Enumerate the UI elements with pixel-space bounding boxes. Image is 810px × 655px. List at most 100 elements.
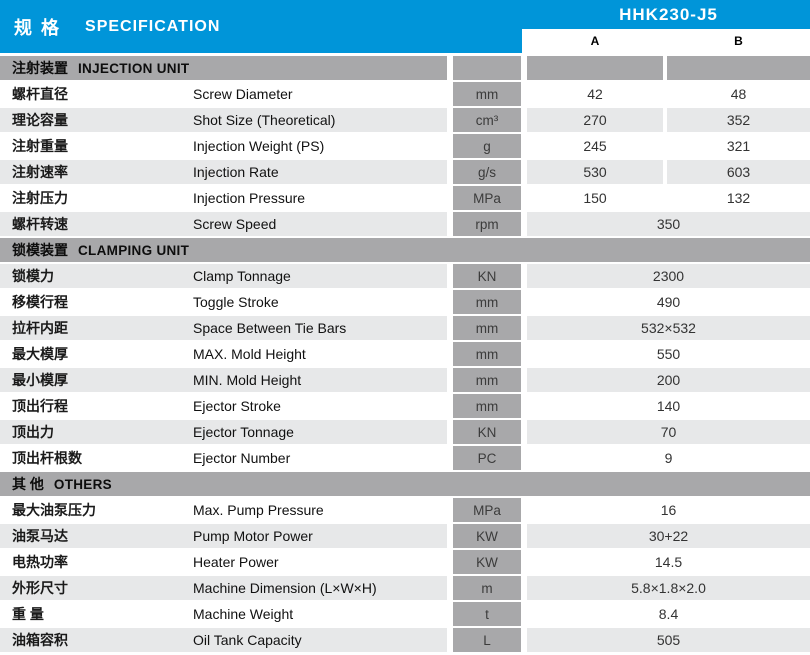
row-label-cell: 螺杆直径 Screw Diameter	[0, 82, 447, 106]
row-value-merged: 5.8×1.8×2.0	[527, 576, 810, 600]
row-label-cell: 螺杆转速 Screw Speed	[0, 212, 447, 236]
row-value-merged: 2300	[527, 264, 810, 288]
row-label-en: Max. Pump Pressure	[193, 502, 324, 518]
section-header: 其 他 OTHERS	[0, 472, 810, 496]
row-label-zh: 顶出行程	[12, 398, 68, 414]
row-value-merged: 70	[527, 420, 810, 444]
row-value-a: 150	[583, 190, 607, 206]
table-row: 电热功率 Heater Power KW 14.5	[0, 550, 810, 574]
row-label-zh: 锁模力	[12, 268, 54, 284]
section-header-b-cell	[667, 56, 810, 80]
row-label-cell: 电热功率 Heater Power	[0, 550, 447, 574]
table-row: 注射重量 Injection Weight (PS) g 245 321	[0, 134, 810, 158]
row-unit-cell: mm	[453, 290, 521, 314]
row-value-b: 48	[730, 86, 747, 102]
row-value-a: 530	[527, 160, 663, 184]
row-value-merged: 9	[664, 450, 673, 466]
row-unit-cell: KW	[453, 524, 521, 548]
row-label-cell: 油箱容积 Oil Tank Capacity	[0, 628, 447, 652]
row-label-zh: 油箱容积	[12, 632, 68, 648]
table-row: 理论容量 Shot Size (Theoretical) cm³ 270 352	[0, 108, 810, 132]
row-label-en: Heater Power	[193, 554, 279, 570]
row-label-cell: 油泵马达 Pump Motor Power	[0, 524, 447, 548]
row-unit-cell: mm	[453, 316, 521, 340]
section-header-bar: 其 他 OTHERS	[0, 472, 810, 496]
row-label-zh: 最大模厚	[12, 346, 68, 362]
column-header-a: A	[590, 34, 600, 48]
row-label-zh: 重 量	[12, 606, 44, 622]
row-unit-cell: mm	[453, 82, 521, 106]
row-label-cell: 移模行程 Toggle Stroke	[0, 290, 447, 314]
row-label-en: Ejector Stroke	[193, 398, 281, 414]
row-label-cell: 重 量 Machine Weight	[0, 602, 447, 626]
table-row: 移模行程 Toggle Stroke mm 490	[0, 290, 810, 314]
row-label-cell: 顶出杆根数 Ejector Number	[0, 446, 447, 470]
section-header-label: 注射装置 INJECTION UNIT	[0, 56, 447, 80]
row-label-cell: 最大模厚 MAX. Mold Height	[0, 342, 447, 366]
row-label-zh: 注射重量	[12, 138, 68, 154]
row-unit-cell: mm	[453, 342, 521, 366]
title-block: 规 格 SPECIFICATION	[0, 0, 522, 53]
table-row: 顶出力 Ejector Tonnage KN 70	[0, 420, 810, 444]
row-value-b: 321	[726, 138, 751, 154]
row-label-zh: 注射速率	[12, 164, 68, 180]
row-label-en: Ejector Tonnage	[193, 424, 294, 440]
row-label-en: Injection Weight (PS)	[193, 138, 325, 154]
row-unit-cell: cm³	[453, 108, 521, 132]
row-unit-cell: t	[453, 602, 521, 626]
row-label-en: Injection Rate	[193, 164, 279, 180]
row-label-zh: 注射压力	[12, 190, 68, 206]
row-unit-cell: PC	[453, 446, 521, 470]
row-label-zh: 拉杆内距	[12, 320, 68, 336]
section-title-en: OTHERS	[53, 476, 112, 492]
row-label-zh: 最大油泵压力	[12, 502, 96, 518]
row-label-en: Shot Size (Theoretical)	[193, 112, 336, 128]
row-value-merged: 200	[527, 368, 810, 392]
row-label-en: Injection Pressure	[193, 190, 306, 206]
row-label-zh: 螺杆转速	[12, 216, 68, 232]
row-label-zh: 移模行程	[12, 294, 68, 310]
row-label-cell: 外形尺寸 Machine Dimension (L×W×H)	[0, 576, 447, 600]
row-label-cell: 注射压力 Injection Pressure	[0, 186, 447, 210]
row-unit-cell: L	[453, 628, 521, 652]
table-row: 顶出杆根数 Ejector Number PC 9	[0, 446, 810, 470]
row-label-en: Machine Dimension (L×W×H)	[193, 580, 377, 596]
row-value-merged: 550	[656, 346, 681, 362]
row-value-merged: 16	[660, 502, 677, 518]
row-value-merged: 532×532	[527, 316, 810, 340]
row-label-zh: 理论容量	[12, 112, 68, 128]
row-unit-cell: KN	[453, 420, 521, 444]
row-unit-cell: m	[453, 576, 521, 600]
section-header-unit-cell	[453, 56, 521, 80]
row-label-en: MAX. Mold Height	[193, 346, 306, 362]
section-header: 锁模装置 CLAMPING UNIT	[0, 238, 810, 262]
section-header-a-cell	[527, 56, 663, 80]
row-label-zh: 顶出杆根数	[12, 450, 82, 466]
row-value-merged: 490	[656, 294, 681, 310]
table-row: 油箱容积 Oil Tank Capacity L 505	[0, 628, 810, 652]
row-label-cell: 顶出力 Ejector Tonnage	[0, 420, 447, 444]
table-row: 最大油泵压力 Max. Pump Pressure MPa 16	[0, 498, 810, 522]
table-row: 最小模厚 MIN. Mold Height mm 200	[0, 368, 810, 392]
section-title-zh: 注射装置	[12, 60, 68, 76]
row-value-merged: 30+22	[527, 524, 810, 548]
table-row: 锁模力 Clamp Tonnage KN 2300	[0, 264, 810, 288]
row-label-zh: 油泵马达	[12, 528, 68, 544]
row-label-zh: 最小模厚	[12, 372, 68, 388]
row-label-en: Toggle Stroke	[193, 294, 279, 310]
table-row: 螺杆直径 Screw Diameter mm 42 48	[0, 82, 810, 106]
table-row: 最大模厚 MAX. Mold Height mm 550	[0, 342, 810, 366]
row-label-en: Oil Tank Capacity	[193, 632, 302, 648]
table-row: 拉杆内距 Space Between Tie Bars mm 532×532	[0, 316, 810, 340]
specification-table: 注射装置 INJECTION UNIT 螺杆直径 Screw Diameter mm 42…	[0, 56, 810, 652]
row-value-merged: 8.4	[658, 606, 679, 622]
header-bar: 规 格 SPECIFICATION HHK230-J5 A B	[0, 0, 810, 53]
table-row: 油泵马达 Pump Motor Power KW 30+22	[0, 524, 810, 548]
row-unit-cell: g	[453, 134, 521, 158]
row-value-b: 603	[667, 160, 810, 184]
row-label-cell: 顶出行程 Ejector Stroke	[0, 394, 447, 418]
table-row: 注射压力 Injection Pressure MPa 150 132	[0, 186, 810, 210]
section-header-bar: 锁模装置 CLAMPING UNIT	[0, 238, 810, 262]
row-label-zh: 外形尺寸	[12, 580, 68, 596]
